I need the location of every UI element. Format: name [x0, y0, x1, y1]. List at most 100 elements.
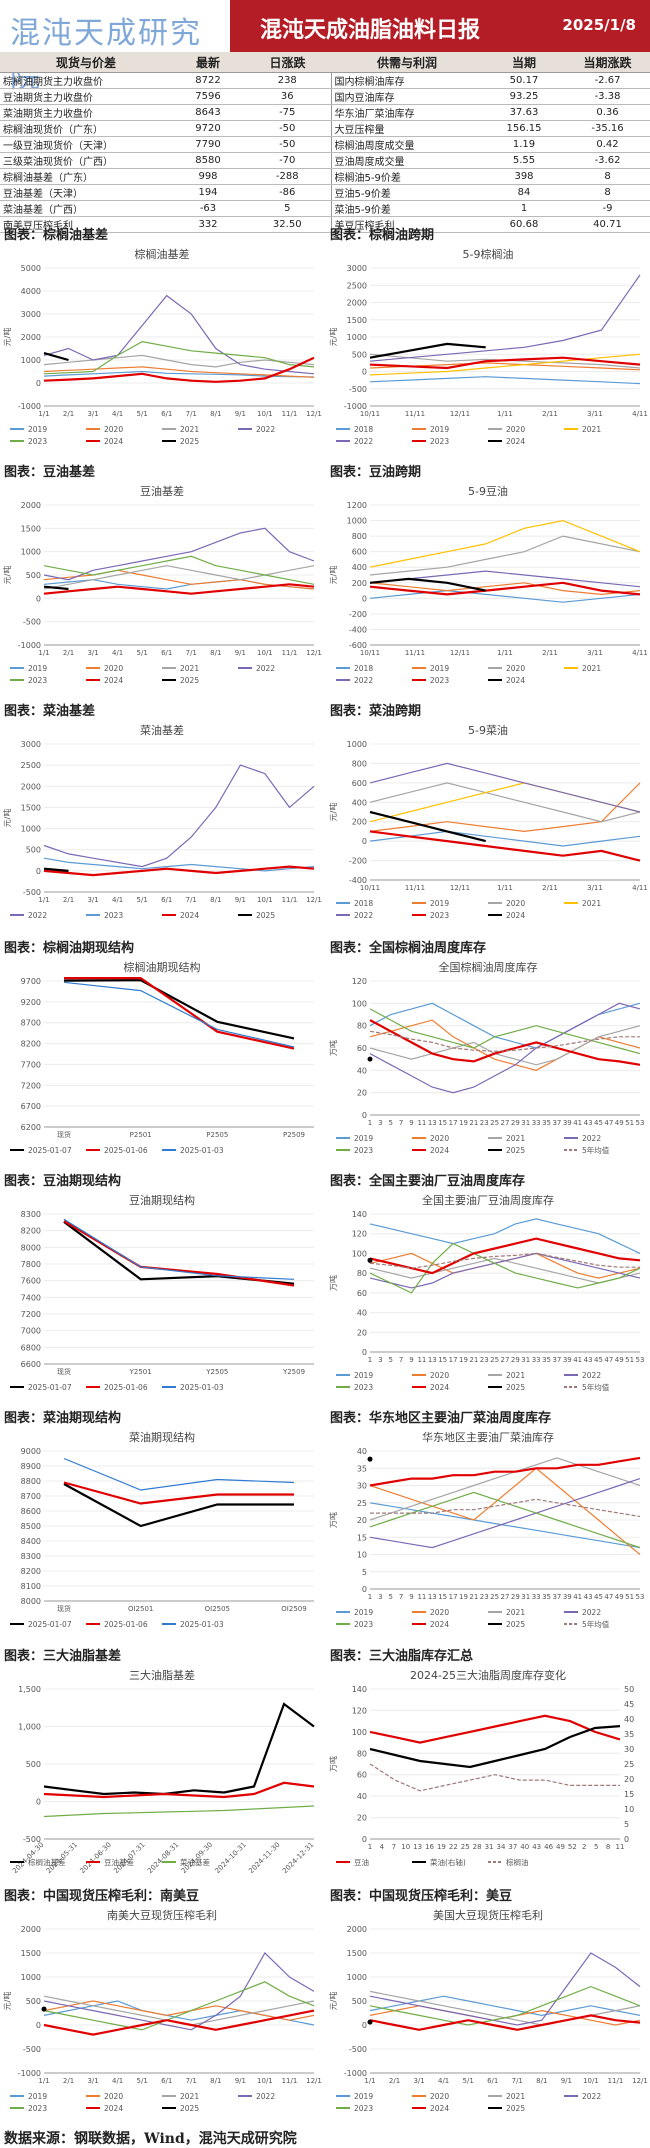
x-tick-label: 11/1 [282, 2077, 298, 2085]
x-tick-label: 4/1 [112, 410, 123, 418]
x-tick-label: 19 [459, 1119, 468, 1127]
chart-title: 棕榈油期现结构 [124, 960, 201, 974]
series-line [63, 1221, 295, 1285]
y-tick-label: 7800 [21, 1260, 41, 1269]
x-tick-label: 21 [469, 1356, 478, 1364]
y-tick-label: 600 [352, 548, 367, 557]
legend-label: 2020 [104, 2092, 123, 2101]
y-tick-label: 60 [357, 1044, 367, 1053]
panel-title: 图表：豆油基差 [4, 465, 96, 480]
legend-label: 2025-01-03 [180, 1146, 224, 1155]
legend-label: 2022 [256, 664, 275, 673]
series-line [369, 1985, 641, 2026]
x-tick-label: 7/1 [186, 2077, 197, 2085]
chart-title: 美国大豆现货压榨毛利 [433, 1908, 543, 1922]
legend-label: 2022 [28, 911, 47, 920]
y-axis-label: 万吨 [328, 1756, 338, 1772]
y-tick-label: 8900 [21, 1462, 41, 1471]
series-line [43, 356, 315, 383]
y-tick-label: 8000 [21, 1243, 41, 1252]
series-line [369, 1995, 641, 2017]
x-tick-label: 27 [501, 1593, 510, 1601]
table-cell: 194 [172, 184, 244, 201]
series-line [369, 1019, 641, 1071]
legend-label: 2021 [506, 2092, 525, 2101]
legend-label: 2021 [506, 1371, 525, 1380]
x-tick-label: 17 [449, 1593, 458, 1601]
x-tick-label: 1/1 [38, 2077, 49, 2085]
chart-panel: 5-9豆油 元/吨 -600 -400 -200 0 200 400 600 800 1000 120… [326, 481, 650, 691]
chart-title: 2024-25三大油脂周度库存变化 [410, 1668, 566, 1682]
y-tick-label: 1000 [21, 356, 41, 365]
table-cell: -63 [172, 200, 244, 217]
series-line [369, 577, 486, 592]
x-tick-label: 2024-11-30 [247, 1841, 281, 1873]
y-tick-label: 8000 [21, 1597, 41, 1606]
y-tick-label: 400 [352, 798, 367, 807]
x-tick-label: 10/11 [360, 410, 380, 418]
x-tick-label: 9/1 [561, 2077, 572, 2085]
x-tick-label: 41 [573, 1356, 582, 1364]
x-tick-label: 37 [552, 1119, 561, 1127]
legend-label: 2024 [104, 2104, 123, 2113]
series-line [369, 519, 641, 568]
y-tick-label: -500 [23, 2045, 41, 2054]
y-tick-label: 4000 [21, 287, 41, 296]
x-tick-label: 31 [521, 1119, 530, 1127]
y-tick-label: 60 [357, 1771, 367, 1780]
table-cell: 棕榈油5-9价差 [331, 168, 483, 185]
table-cell: 5.55 [483, 152, 565, 169]
table-cell: -9 [565, 200, 650, 217]
y2-tick-label: 40 [624, 1715, 634, 1724]
x-tick-label: 9/1 [235, 2077, 246, 2085]
x-tick-label: 22 [449, 1843, 458, 1851]
y-tick-label: 8200 [21, 1227, 41, 1236]
summary-table: 现货与价差 最新 日涨跌 供需与利润 当期 当期涨跌 棕榈油期货主力收盘价 872… [0, 52, 650, 233]
table-cell: 7596 [172, 88, 244, 105]
y-tick-label: 35 [357, 1464, 367, 1473]
table-cell: -3.62 [565, 152, 650, 169]
y-tick-label: 7400 [21, 1293, 41, 1302]
series-line [43, 1805, 315, 1818]
legend-label: 豆油 [354, 1857, 369, 1867]
x-tick-label: 2024-04-30 [11, 1841, 45, 1873]
chart-panel: 美国大豆现货压榨毛利 元/吨 -1000 -500 0 500 1000 1500 2000 1/… [326, 1905, 650, 2119]
x-tick-label: 41 [573, 1119, 582, 1127]
x-tick-label: 1/11 [497, 884, 513, 892]
y-tick-label: 2000 [21, 501, 41, 510]
x-tick-label: 23 [480, 1593, 489, 1601]
series-line [369, 1008, 641, 1055]
y-tick-label: 1000 [347, 333, 367, 342]
x-tick-label: 45 [594, 1593, 603, 1601]
y-tick-label: 6800 [21, 1343, 41, 1352]
table-cell: 1 [483, 200, 565, 217]
x-tick-label: 29 [511, 1356, 520, 1364]
x-tick-label: 3/1 [413, 2077, 424, 2085]
series-line [369, 1002, 641, 1094]
y2-tick-label: 35 [624, 1730, 634, 1739]
y-axis-label: 元/吨 [328, 328, 338, 347]
x-tick-label: 2024-10-31 [213, 1841, 247, 1873]
series-line [369, 1952, 641, 2026]
y-tick-label: 1000 [347, 740, 367, 749]
y-tick-label: -400 [349, 625, 367, 634]
x-tick-label: 13 [428, 1356, 437, 1364]
legend-label: 2019 [354, 1608, 373, 1617]
x-tick-label: 2 [582, 1843, 586, 1851]
x-tick-label: 2/1 [389, 2077, 400, 2085]
x-tick-label: 5/1 [137, 649, 148, 657]
x-tick-label: 11/1 [608, 2077, 624, 2085]
x-tick-label: 10/11 [360, 649, 380, 657]
x-tick-label: 6/1 [487, 2077, 498, 2085]
legend-label: 2025 [180, 2104, 199, 2113]
table-cell: 332 [172, 216, 244, 233]
table-cell: 238 [244, 72, 332, 89]
table-cell: 棕榈油基差（广东） [0, 168, 172, 185]
y-tick-label: 600 [352, 779, 367, 788]
table-cell: 豆油5-9价差 [331, 184, 483, 201]
x-tick-label: 53 [636, 1356, 645, 1364]
chart-title: 三大油脂基差 [129, 1668, 195, 1682]
y2-tick-label: 25 [624, 1760, 634, 1769]
x-tick-label: Y2501 [129, 1368, 152, 1376]
x-tick-label: 45 [594, 1119, 603, 1127]
